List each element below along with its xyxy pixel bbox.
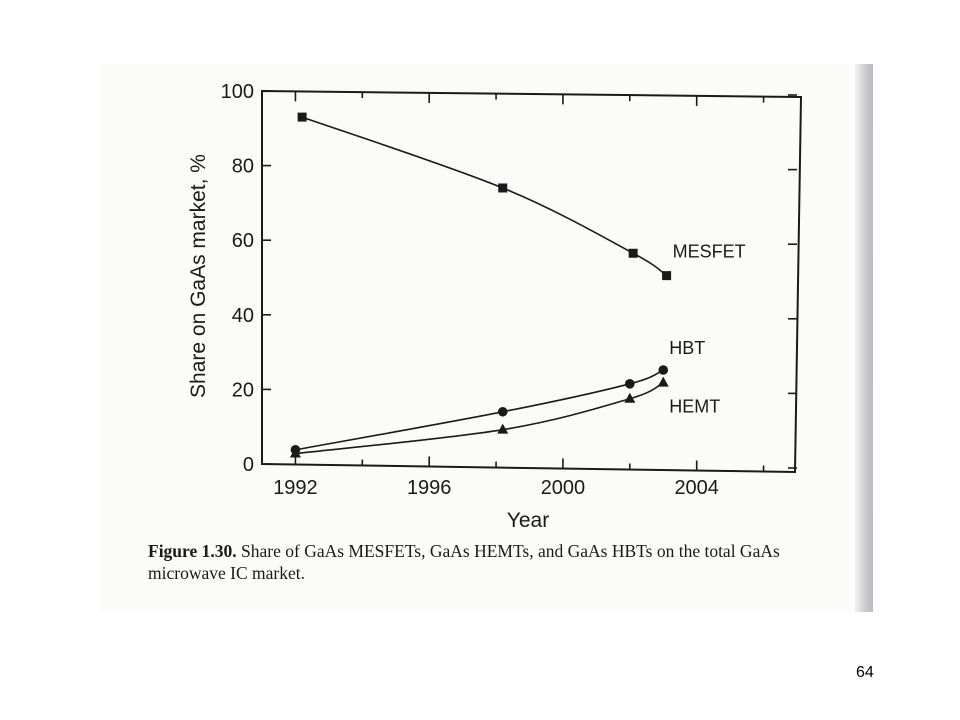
x-tick-label: 2000 bbox=[541, 477, 586, 499]
mesfet-point bbox=[297, 112, 307, 122]
page-number: 64 bbox=[856, 664, 874, 681]
hbt-point bbox=[658, 365, 669, 375]
mesfet-series-label: MESFET bbox=[673, 242, 746, 262]
x-axis-title: Year bbox=[507, 509, 549, 532]
mesfet-point bbox=[628, 248, 638, 258]
x-tick-label: 1996 bbox=[407, 477, 452, 499]
scanned-page bbox=[100, 64, 872, 612]
mesfet-point bbox=[498, 183, 508, 193]
scan-page-edge bbox=[855, 64, 873, 612]
y-tick-label: 20 bbox=[232, 379, 254, 401]
x-tick-label: 1992 bbox=[273, 477, 318, 499]
y-axis-title: Share on GaAs market, % bbox=[187, 154, 210, 398]
hemt-point bbox=[624, 392, 636, 403]
figure-caption: Figure 1.30. Share of GaAs MESFETs, GaAs… bbox=[148, 540, 848, 584]
figure-caption-text: Share of GaAs MESFETs, GaAs HEMTs, and G… bbox=[148, 541, 780, 583]
hemt-point bbox=[289, 447, 301, 458]
y-tick-label: 40 bbox=[232, 305, 254, 327]
hbt-point bbox=[625, 379, 635, 389]
hemt-point bbox=[497, 423, 509, 434]
mesfet-line bbox=[301, 116, 668, 277]
hbt-series-label: HBT bbox=[669, 338, 705, 358]
y-tick-label: 0 bbox=[243, 454, 254, 476]
y-tick-label: 80 bbox=[232, 156, 254, 178]
hemt-line bbox=[295, 381, 664, 455]
plot-frame bbox=[261, 89, 803, 474]
hemt-point bbox=[657, 376, 669, 387]
mesfet-point bbox=[662, 271, 672, 281]
x-tick-label: 2004 bbox=[674, 477, 719, 499]
y-tick-label: 60 bbox=[232, 230, 254, 252]
figure-caption-label: Figure 1.30. bbox=[148, 541, 237, 561]
hbt-point bbox=[497, 406, 508, 417]
hbt-line bbox=[295, 369, 664, 451]
y-tick-label: 100 bbox=[221, 81, 254, 103]
hemt-series-label: HEMT bbox=[669, 397, 720, 417]
